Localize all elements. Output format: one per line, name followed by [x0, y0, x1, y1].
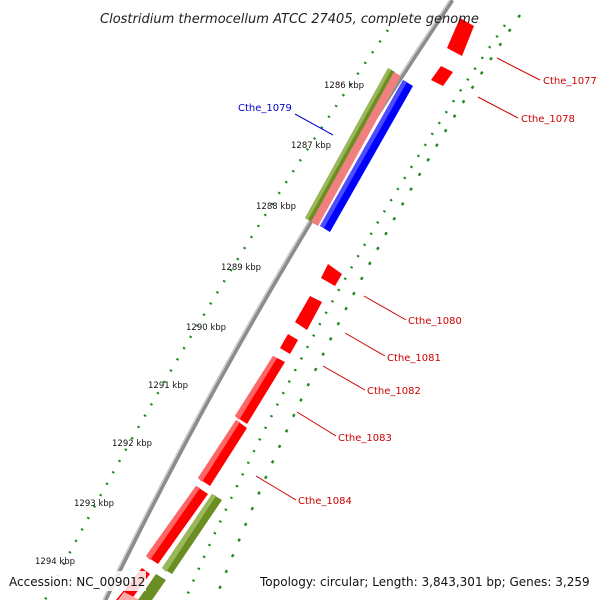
outer-dotted-track: [43, 29, 390, 600]
topology-label: Topology: circular; Length: 3,843,301 bp…: [259, 575, 590, 589]
kbp-label: 1287 kbp: [291, 141, 331, 151]
gene-feature-1086[interactable]: [138, 574, 166, 600]
map-title: Clostridium thermocellum ATCC 27405, com…: [100, 12, 479, 27]
kbp-label: 1290 kbp: [186, 323, 226, 333]
kbp-label: 1288 kbp: [256, 202, 296, 212]
cds-feature-1082[interactable]: [280, 334, 298, 354]
inner-dotted-track: [183, 24, 507, 600]
kbp-label: 1289 kbp: [221, 263, 261, 273]
gene-label-cthe-1080[interactable]: Cthe_1080: [408, 316, 462, 327]
kbp-label: 1286 kbp: [324, 81, 364, 91]
kbp-label: 1291 kbp: [148, 381, 188, 391]
dotted-track-3: [213, 14, 522, 600]
pseudogene-feature-1079[interactable]: [311, 72, 401, 226]
gene-label-cthe-1077[interactable]: Cthe_1077: [543, 76, 597, 87]
cds-feature-1078[interactable]: [431, 66, 453, 86]
cds-feature-1077[interactable]: [447, 18, 474, 56]
gene-label-cthe-1084[interactable]: Cthe_1084: [298, 496, 352, 507]
gene-label-cthe-1082[interactable]: Cthe_1082: [367, 386, 421, 397]
cds-feature-1081[interactable]: [295, 296, 322, 330]
accession-label: Accession: NC_009012: [9, 575, 145, 589]
gene-label-cthe-1083[interactable]: Cthe_1083: [338, 433, 392, 444]
cds-feature-1080[interactable]: [321, 264, 342, 286]
kbp-label: 1294 kbp: [35, 557, 75, 567]
cds-feature-1085[interactable]: [146, 486, 208, 564]
kbp-label: 1292 kbp: [112, 439, 152, 449]
cds-feature-1083[interactable]: [235, 356, 285, 424]
gene-label-cthe-1079[interactable]: Cthe_1079: [238, 103, 292, 114]
cds-feature-1084[interactable]: [198, 420, 247, 486]
gene-label-cthe-1078[interactable]: Cthe_1078: [521, 114, 575, 125]
kbp-label: 1293 kbp: [74, 499, 114, 509]
gene-label-cthe-1081[interactable]: Cthe_1081: [387, 353, 441, 364]
